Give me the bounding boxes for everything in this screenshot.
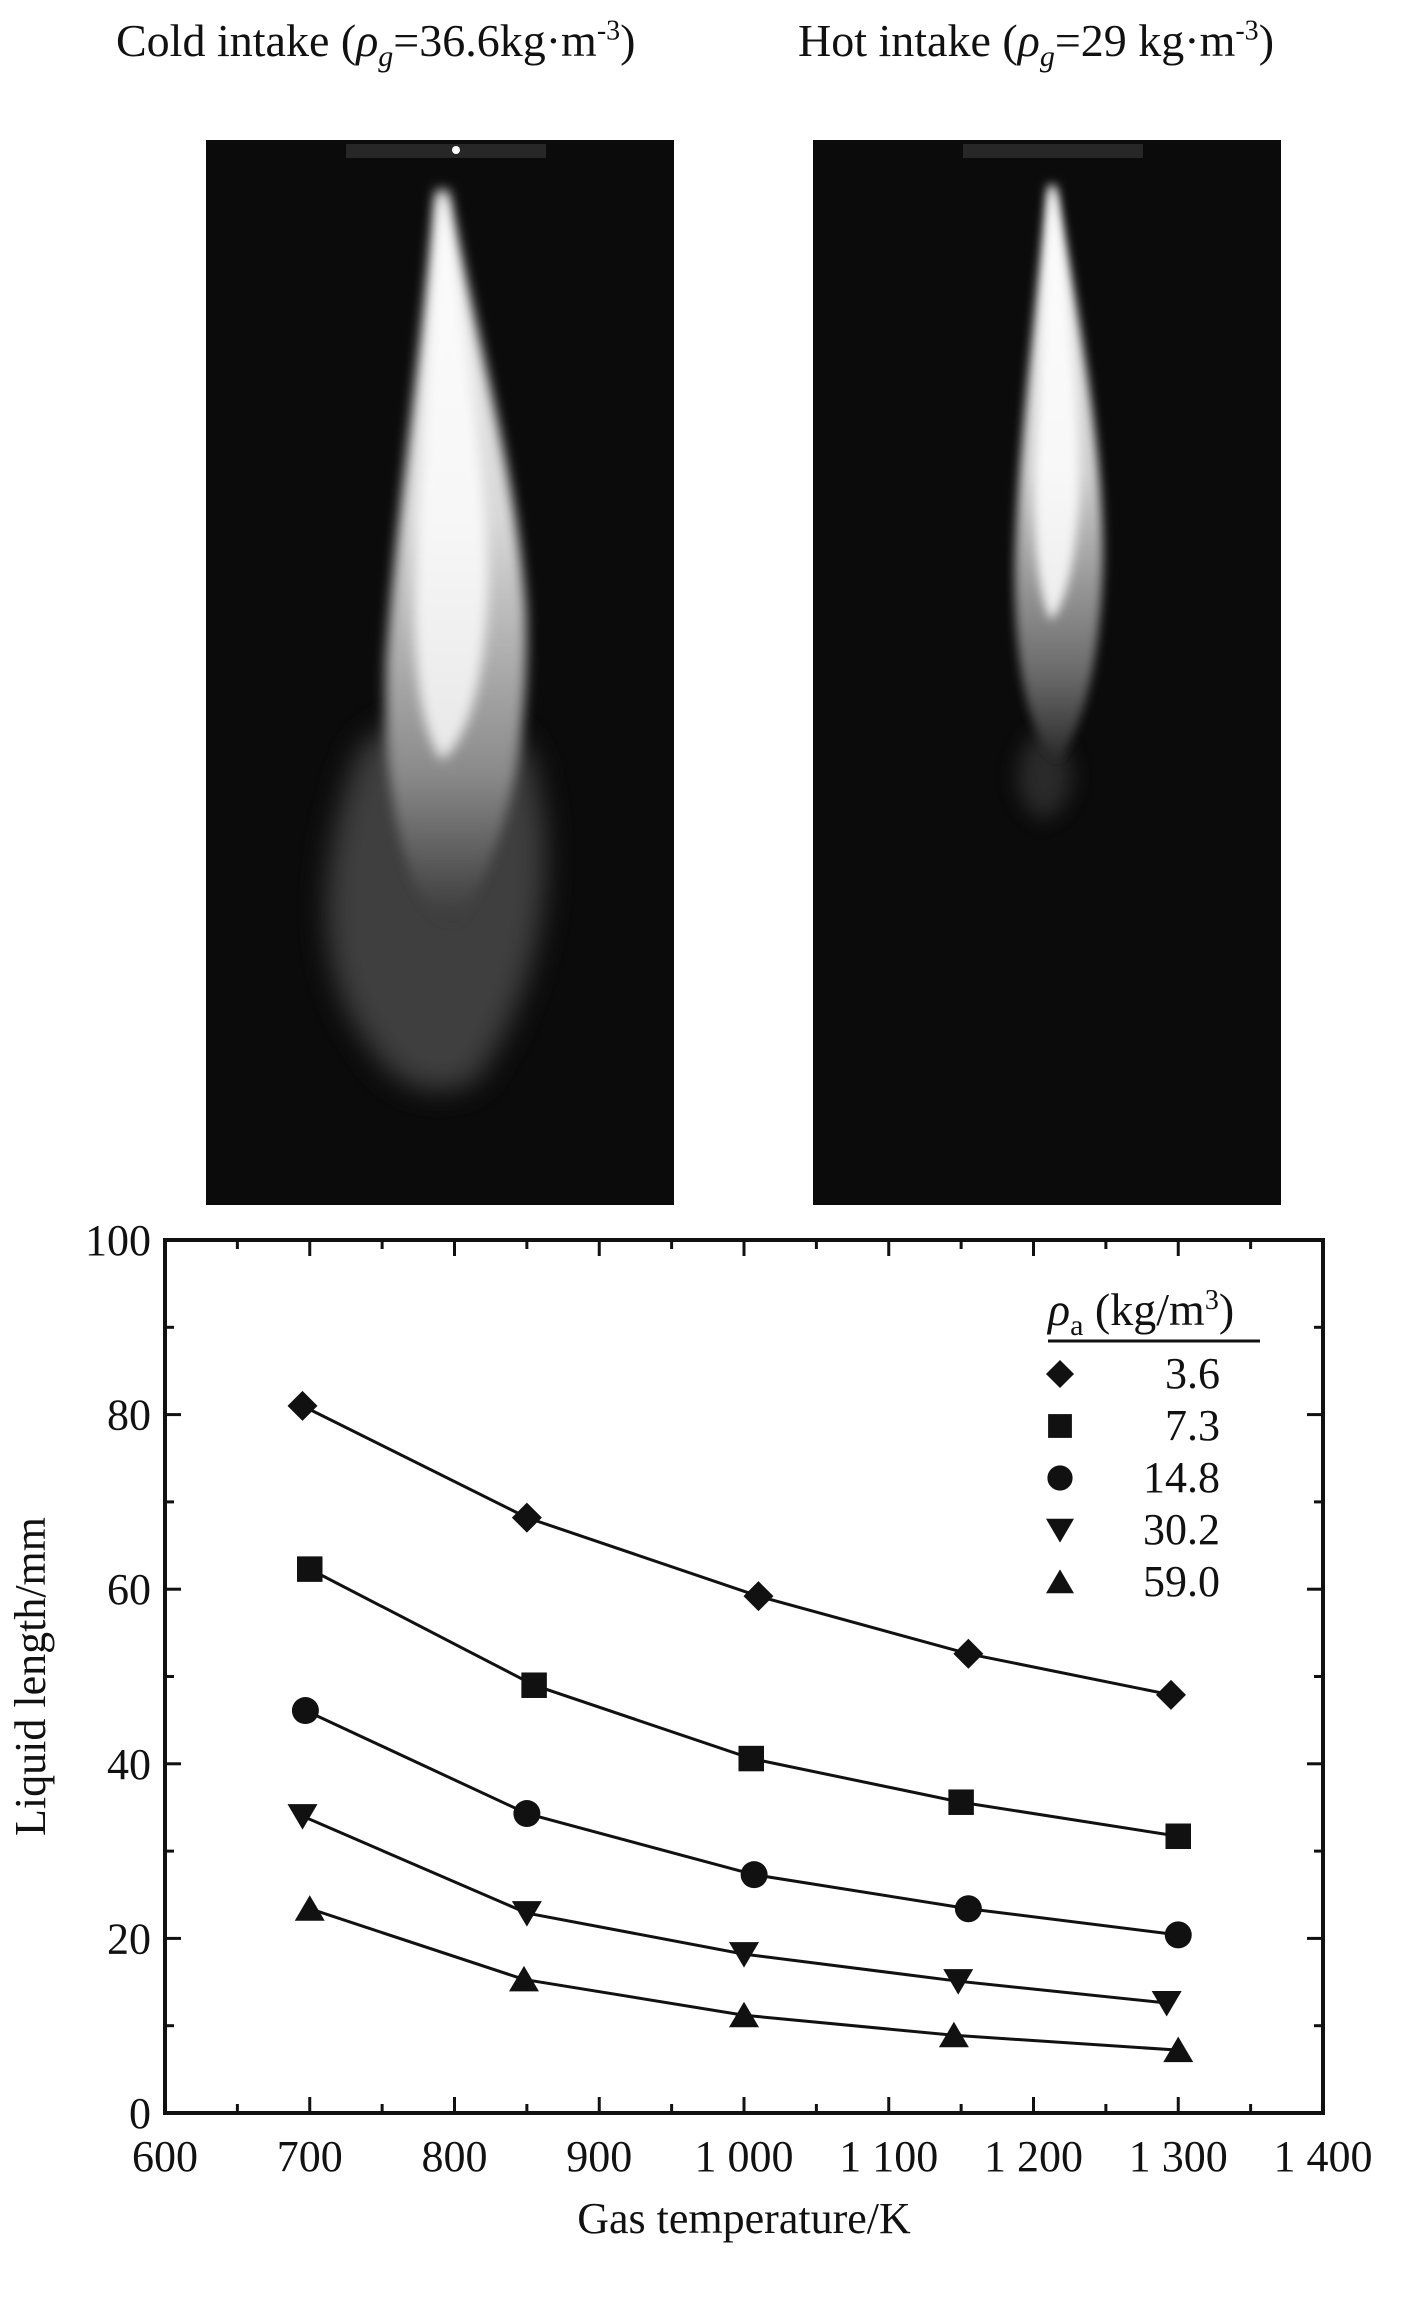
series-line <box>301 1814 1167 2005</box>
data-point <box>521 1672 547 1698</box>
legend: ρa (kg/m3) 3.67.314.830.259.0 <box>1046 1284 1260 1606</box>
series-30-2 <box>287 1804 1182 2017</box>
data-point <box>938 2021 969 2048</box>
x-tick-label: 1 000 <box>695 2132 794 2181</box>
data-point <box>1163 2036 1194 2063</box>
hot-caption-exp: -3 <box>1235 15 1259 47</box>
series-line <box>309 1907 1179 2052</box>
legend-marker <box>1046 1569 1074 1594</box>
y-tick-label: 40 <box>107 1740 151 1789</box>
data-point <box>297 1556 323 1582</box>
data-point <box>743 1581 774 1612</box>
y-tick-label: 0 <box>129 2089 151 2138</box>
legend-title: ρa (kg/m3) <box>1046 1284 1234 1342</box>
data-point <box>508 1965 539 1992</box>
cold-caption-sub: g <box>378 40 394 74</box>
series-line <box>309 1567 1179 1838</box>
data-point <box>1151 1991 1182 2017</box>
hot-caption-value: =29 kg·m <box>1054 15 1236 66</box>
legend-label: 14.8 <box>1143 1453 1220 1502</box>
data-point <box>953 1638 984 1669</box>
data-point <box>738 1745 764 1772</box>
legend-marker <box>1046 1360 1074 1388</box>
legend-label: 59.0 <box>1143 1557 1220 1606</box>
data-point <box>287 1390 318 1421</box>
hot-caption-prefix: Hot intake ( <box>798 15 1018 66</box>
series-7-3 <box>297 1556 1191 1850</box>
cold-caption-rho: ρ <box>356 15 379 66</box>
data-point <box>740 1861 768 1889</box>
cold-caption-suffix: ) <box>620 15 636 66</box>
hot-spray-picture <box>813 140 1281 1205</box>
data-point <box>511 1901 542 1927</box>
data-point <box>729 2001 759 2028</box>
data-point <box>511 1502 542 1533</box>
series-14-8 <box>291 1697 1192 1949</box>
legend-marker <box>1048 1414 1072 1438</box>
hot-intake-spray-image <box>813 140 1281 1205</box>
data-series <box>287 1390 1194 2063</box>
y-tick-label: 100 <box>85 1216 151 1265</box>
data-point <box>287 1804 318 1830</box>
y-tick-label: 80 <box>107 1391 151 1440</box>
data-point <box>1165 1823 1191 1850</box>
cold-intake-spray-image <box>206 140 674 1205</box>
x-tick-label: 1 400 <box>1274 2132 1373 2181</box>
data-point <box>294 1895 325 1921</box>
cold-caption-prefix: Cold intake ( <box>116 15 357 66</box>
x-tick-label: 600 <box>132 2132 198 2181</box>
hot-caption-suffix: ) <box>1258 15 1275 66</box>
data-point <box>291 1697 319 1725</box>
x-tick-label: 1 300 <box>1129 2132 1228 2181</box>
data-point <box>948 1789 974 1815</box>
data-point <box>943 1969 974 1995</box>
x-tick-label: 700 <box>277 2132 343 2181</box>
plot-frame <box>163 1238 1325 2115</box>
x-tick-label: 1 100 <box>839 2132 938 2181</box>
series-3-6 <box>287 1390 1187 1710</box>
legend-marker <box>1047 1465 1073 1491</box>
liquid-length-chart: 600 700 800 900 1 000 1 100 1 200 1 300 1 400 0 20… <box>6 1216 1373 2243</box>
hot-intake-caption: Hot intake (ρg=29 kg·m-3) <box>798 14 1274 74</box>
data-point <box>513 1800 541 1828</box>
data-point <box>1156 1679 1187 1710</box>
cold-intake-caption: Cold intake (ρg=36.6kg·m-3) <box>116 14 635 74</box>
legend-label: 30.2 <box>1143 1505 1220 1554</box>
x-tick-label: 900 <box>566 2132 632 2181</box>
series-line <box>301 1404 1172 1697</box>
x-tick-label: 1 200 <box>984 2132 1083 2181</box>
legend-label: 7.3 <box>1165 1401 1220 1450</box>
axis-ticks <box>163 1238 1325 2115</box>
series-line <box>304 1709 1179 1937</box>
hot-caption-sub: g <box>1039 40 1055 74</box>
data-point <box>1164 1921 1192 1949</box>
y-tick-label: 60 <box>107 1565 151 1614</box>
legend-label: 3.6 <box>1165 1349 1220 1398</box>
y-axis-label: Liquid length/mm <box>6 1517 55 1836</box>
axis-tick-labels: 600 700 800 900 1 000 1 100 1 200 1 300 1 400 0 20… <box>85 1216 1373 2181</box>
y-tick-label: 20 <box>107 1914 151 1963</box>
x-axis-label: Gas temperature/K <box>577 2194 911 2243</box>
cold-caption-value: =36.6kg·m <box>393 15 597 66</box>
plot-border <box>163 1238 1325 2115</box>
cold-spray-picture <box>206 140 674 1205</box>
data-point <box>729 1942 759 1968</box>
series-59-0 <box>294 1895 1194 2063</box>
data-point <box>954 1895 982 1923</box>
legend-marker <box>1046 1518 1074 1543</box>
cold-caption-exp: -3 <box>596 15 621 47</box>
x-tick-label: 800 <box>422 2132 488 2181</box>
hot-caption-rho: ρ <box>1017 15 1040 66</box>
